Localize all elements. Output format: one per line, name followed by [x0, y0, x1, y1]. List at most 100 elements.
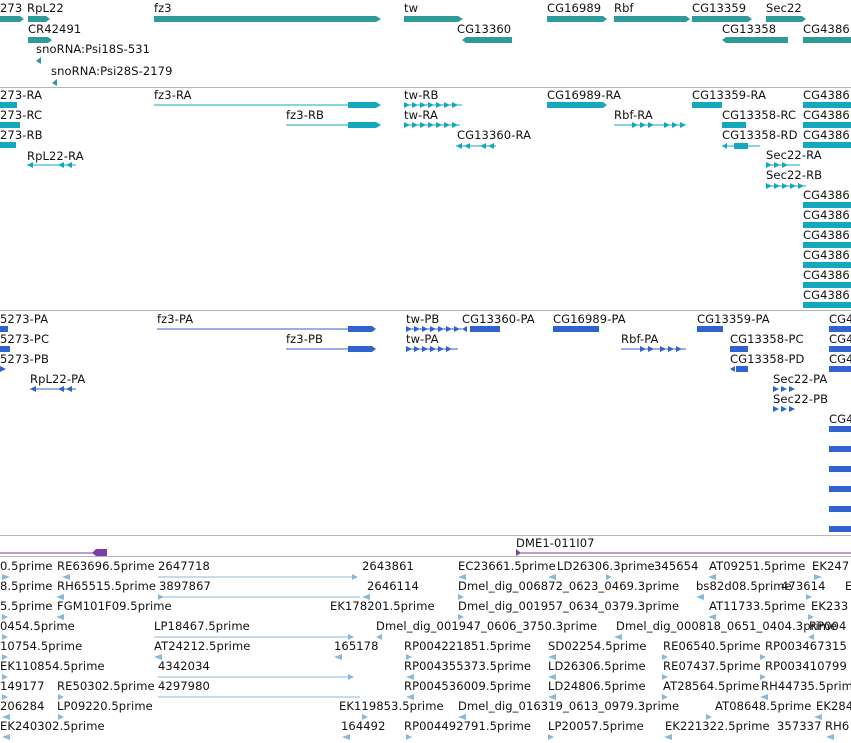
transcript-label[interactable]: CG4386 [803, 248, 850, 262]
est-label[interactable]: EK284 [816, 699, 851, 713]
est-label[interactable]: EC23661.5prime [458, 559, 556, 573]
transcript-label[interactable]: CG13360-RA [457, 128, 532, 142]
est-label[interactable]: 4342034 [158, 659, 210, 673]
protein-label[interactable]: CG4 [829, 412, 851, 426]
est-label[interactable]: LP09220.5prime [57, 699, 153, 713]
transcript-label[interactable]: CG13358-RD [722, 128, 798, 142]
est-label[interactable]: 164492 [341, 719, 386, 733]
est-label[interactable]: 10754.5prime [0, 639, 83, 653]
protein-label[interactable]: CG4 [829, 352, 851, 366]
transcript-label[interactable]: 273-RC [0, 108, 43, 122]
gene-label[interactable]: Rbf [614, 1, 634, 15]
est-label[interactable]: Dmel_dig_016319_0613_0979.3prime [458, 699, 680, 713]
est-label[interactable]: 357337 [777, 719, 822, 733]
transcript-label[interactable]: CG4386 [803, 268, 850, 282]
est-label[interactable]: LP18467.5prime [154, 619, 250, 633]
protein-label[interactable]: CG13359-PA [697, 312, 770, 326]
transcript-label[interactable]: CG4386 [803, 208, 850, 222]
est-label[interactable]: EK240302.5prime [0, 719, 105, 733]
est-label[interactable]: EK119853.5prime [339, 699, 444, 713]
gene-label[interactable]: snoRNA:Psi28S-2179 [51, 64, 173, 78]
protein-label[interactable]: RpL22-PA [30, 372, 86, 386]
transcript-label[interactable]: CG4386 [803, 188, 850, 202]
est-label[interactable]: 2647718 [158, 559, 210, 573]
est-label[interactable]: RP004492791.5prime [404, 719, 532, 733]
est-features[interactable] [0, 557, 851, 743]
est-label[interactable]: 0.5prime [0, 559, 53, 573]
transcript-label[interactable]: tw-RA [404, 108, 438, 122]
est-label[interactable]: RE07437.5prime [663, 659, 761, 673]
est-label[interactable]: 3897867 [159, 579, 211, 593]
gene-label[interactable]: CG13360 [457, 22, 512, 36]
transcript-label[interactable]: CG4386 [803, 108, 850, 122]
est-label[interactable]: Dmel_dig_006872_0623_0469.3prime [458, 579, 680, 593]
transcript-label[interactable]: CG13359-RA [692, 88, 767, 102]
protein-label[interactable]: 5273-PC [0, 332, 50, 346]
transcript-label[interactable]: CG4386 [803, 88, 850, 102]
transcript-label[interactable]: CG4386 [803, 288, 850, 302]
gene-span-features[interactable] [0, 0, 851, 87]
est-label[interactable]: RP004221851.5prime [404, 639, 532, 653]
est-label[interactable]: 2643861 [362, 559, 414, 573]
est-label[interactable]: EK178201.5prime [330, 599, 435, 613]
est-label[interactable]: 5.5prime [0, 599, 53, 613]
gene-label[interactable]: tw [404, 1, 419, 15]
est-label[interactable]: RP003467315 [765, 639, 847, 653]
est-label[interactable]: AT11733.5prime [709, 599, 806, 613]
est-label[interactable]: 149177 [0, 679, 45, 693]
gene-label[interactable]: CG4386 [803, 22, 850, 36]
est-label[interactable]: RE50302.5prime [57, 679, 155, 693]
protein-label[interactable]: CG13360-PA [462, 312, 535, 326]
est-label[interactable]: LP20057.5prime [548, 719, 644, 733]
est-label[interactable]: 4297980 [158, 679, 210, 693]
transcript-label[interactable]: 273-RA [0, 88, 43, 102]
protein-label[interactable]: CG13358-PC [730, 332, 804, 346]
est-label[interactable]: RP004 [809, 619, 847, 633]
est-label[interactable]: 345654 [654, 559, 699, 573]
est-label[interactable]: LD26306.3prime [557, 559, 655, 573]
protein-label[interactable]: CG4 [829, 312, 851, 326]
protein-label[interactable]: fz3-PA [157, 312, 194, 326]
protein-label[interactable]: Rbf-PA [621, 332, 659, 346]
est-label[interactable]: RE63696.5prime [57, 559, 155, 573]
est-label[interactable]: 8.5prime [0, 579, 53, 593]
gene-label[interactable]: CR42491 [28, 22, 82, 36]
est-label[interactable]: EK221322.5prime [665, 719, 770, 733]
protein-label[interactable]: 5273-PA [0, 312, 49, 326]
transcript-label[interactable]: CG13358-RC [722, 108, 797, 122]
gene-label[interactable]: snoRNA:Psi18S-531 [36, 42, 151, 56]
bac-features[interactable] [0, 536, 851, 556]
protein-label[interactable]: fz3-PB [286, 332, 323, 346]
transcript-label[interactable]: fz3-RA [154, 88, 192, 102]
gene-label[interactable]: CG13358 [722, 22, 777, 36]
protein-label[interactable]: CG16989-PA [553, 312, 626, 326]
est-label[interactable]: 206284 [0, 699, 45, 713]
est-label[interactable]: EK110854.5prime [0, 659, 105, 673]
est-label[interactable]: RH44735.5prime [761, 679, 851, 693]
protein-label[interactable]: tw-PB [406, 312, 440, 326]
est-label[interactable]: Dmel_dig_001947_0606_3750.3prime [376, 619, 598, 633]
est-label[interactable]: AT09251.5prime [709, 559, 806, 573]
est-label[interactable]: LD26306.5prime [548, 659, 646, 673]
est-label[interactable]: 0454.5prime [0, 619, 75, 633]
est-label[interactable]: RE06540.5prime [663, 639, 761, 653]
transcript-label[interactable]: Rbf-RA [614, 108, 653, 122]
est-label[interactable]: E [845, 579, 851, 593]
protein-label[interactable]: Sec22-PA [773, 372, 828, 386]
est-label[interactable]: AT08648.5prime [715, 699, 812, 713]
gene-label[interactable]: CG16989 [547, 1, 602, 15]
est-label[interactable]: RH65515.5prime [57, 579, 157, 593]
transcript-label[interactable]: 273-RB [0, 128, 43, 142]
transcript-label[interactable]: Sec22-RA [766, 148, 822, 162]
est-label[interactable]: LD24806.5prime [548, 679, 646, 693]
est-label[interactable]: RH6 [825, 719, 850, 733]
est-label[interactable]: bs82d08.5prime [696, 579, 792, 593]
est-label[interactable]: 473614 [781, 579, 826, 593]
gene-label[interactable]: RpL22 [27, 1, 64, 15]
est-label[interactable]: AT24212.5prime [154, 639, 251, 653]
est-label[interactable]: RP004536009.5prime [404, 679, 532, 693]
est-label[interactable]: AT28564.5prime [663, 679, 760, 693]
transcript-label[interactable]: tw-RB [404, 88, 439, 102]
transcript-label[interactable]: fz3-RB [286, 108, 325, 122]
